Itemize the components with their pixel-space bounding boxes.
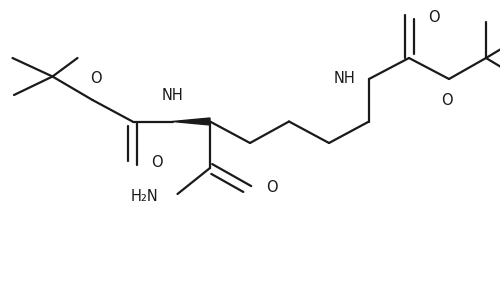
Text: H₂N: H₂N [131,189,158,204]
Polygon shape [172,118,210,125]
Text: O: O [440,93,452,108]
Text: O: O [152,155,163,170]
Text: NH: NH [333,71,355,86]
Text: O: O [90,71,102,86]
Text: O: O [428,10,440,25]
Text: O: O [266,180,278,195]
Text: NH: NH [162,88,184,103]
